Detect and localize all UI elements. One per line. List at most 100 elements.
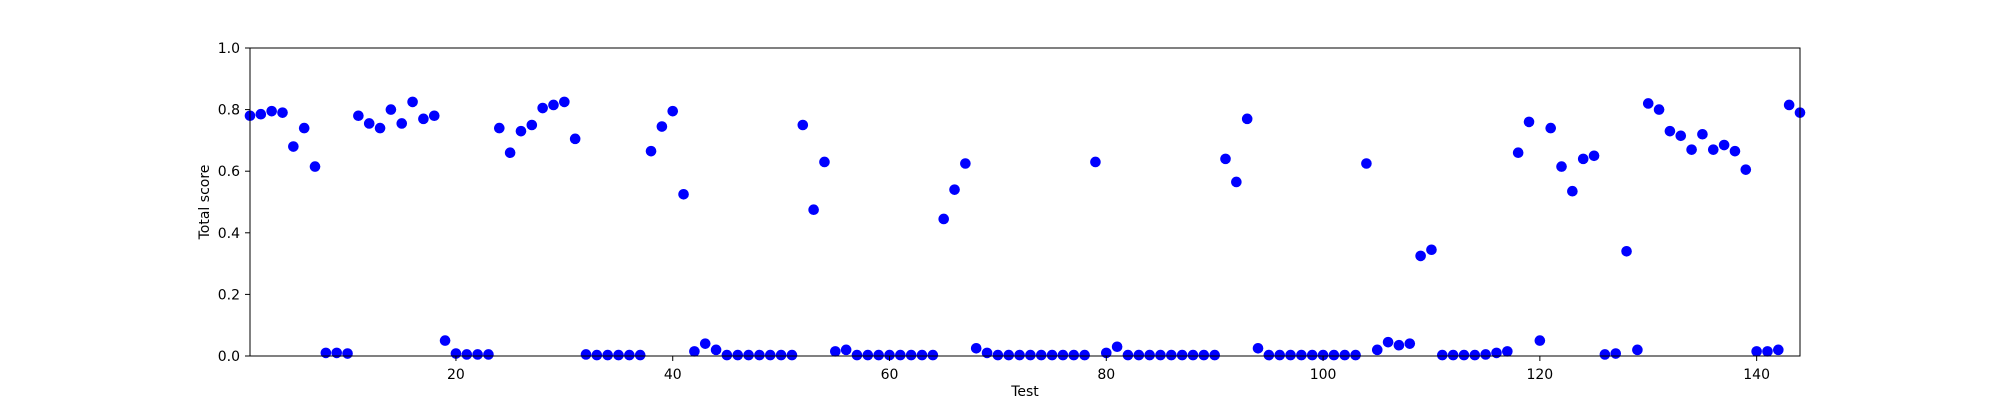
data-point: [1502, 346, 1513, 357]
data-point: [992, 349, 1004, 361]
data-point: [1382, 336, 1394, 348]
x-tick-label: 120: [1526, 367, 1553, 383]
data-point: [1415, 250, 1426, 262]
data-point: [1263, 349, 1275, 361]
data-point: [353, 110, 364, 122]
data-point: [1046, 349, 1058, 361]
data-point: [266, 105, 277, 117]
data-point: [689, 346, 700, 357]
data-point: [1111, 341, 1123, 353]
data-point: [916, 349, 928, 361]
data-point: [1534, 335, 1546, 346]
data-point: [407, 96, 418, 108]
data-point: [483, 349, 494, 360]
data-point: [1003, 349, 1015, 361]
data-point: [1480, 349, 1491, 360]
data-points: [244, 96, 1806, 361]
data-point: [884, 349, 895, 361]
data-point: [1783, 99, 1795, 111]
x-tick-label: 60: [881, 367, 899, 383]
data-point: [494, 122, 505, 134]
data-point: [1306, 349, 1318, 361]
x-tick-label: 40: [664, 367, 682, 383]
data-point: [938, 213, 950, 225]
data-point: [862, 349, 874, 361]
data-point: [1588, 150, 1600, 162]
y-axis-label: Total score: [197, 165, 213, 241]
y-axis-ticks: 0.0 0.2 0.4 0.6 0.8 1.0: [218, 41, 250, 365]
data-point: [1773, 344, 1784, 356]
data-point: [1610, 348, 1622, 359]
data-point: [1523, 116, 1535, 128]
data-point: [602, 349, 613, 361]
data-point: [1328, 349, 1340, 361]
data-point: [255, 108, 267, 120]
y-tick-label: 0.0: [218, 349, 240, 365]
data-point: [1274, 349, 1286, 361]
data-point: [1090, 156, 1101, 168]
data-point: [1447, 349, 1459, 361]
data-point: [1545, 122, 1556, 134]
y-tick-label: 0.2: [218, 287, 240, 303]
data-point: [1437, 349, 1448, 361]
data-point: [764, 349, 776, 361]
data-point: [580, 349, 592, 360]
data-point: [526, 119, 538, 131]
data-point: [428, 110, 440, 122]
data-point: [591, 349, 603, 361]
data-point: [613, 349, 624, 361]
data-point: [559, 96, 570, 108]
data-point: [1220, 153, 1231, 165]
x-tick-label: 100: [1310, 367, 1337, 383]
data-point: [754, 349, 765, 361]
data-point: [472, 349, 483, 360]
data-point: [396, 118, 408, 129]
data-point: [1133, 349, 1145, 361]
data-point: [439, 335, 451, 346]
data-point: [1762, 346, 1773, 357]
data-point: [1458, 349, 1470, 361]
data-point: [1068, 349, 1080, 361]
data-point: [374, 122, 386, 134]
data-point: [548, 99, 559, 111]
data-point: [1653, 104, 1665, 115]
x-axis-label: Test: [1010, 384, 1039, 400]
data-point: [634, 349, 646, 361]
data-point: [1718, 139, 1730, 151]
data-point: [1155, 349, 1166, 361]
data-point: [1686, 144, 1697, 155]
data-point: [873, 349, 884, 361]
y-tick-label: 0.6: [218, 164, 240, 180]
data-point: [1339, 349, 1351, 361]
data-point: [819, 156, 830, 168]
data-point: [743, 349, 754, 361]
data-point: [1491, 347, 1502, 359]
data-point: [905, 349, 917, 361]
data-point: [840, 344, 852, 356]
data-point: [927, 349, 939, 361]
data-point: [624, 349, 635, 361]
data-point: [537, 102, 548, 114]
data-point: [797, 119, 809, 131]
data-point: [1621, 245, 1632, 257]
data-point: [678, 189, 689, 200]
data-point: [1751, 346, 1762, 357]
data-point: [504, 147, 516, 159]
data-point: [515, 125, 527, 137]
data-point: [1556, 161, 1567, 172]
data-point: [569, 133, 581, 145]
data-point: [1512, 147, 1524, 159]
data-point: [1252, 343, 1264, 354]
data-point: [1144, 349, 1155, 361]
data-point: [1176, 349, 1188, 361]
data-point: [699, 338, 711, 349]
data-point: [1198, 349, 1210, 361]
data-point: [895, 349, 906, 361]
data-point: [288, 141, 299, 152]
data-point: [1707, 144, 1719, 155]
data-point: [732, 349, 744, 361]
data-point: [1209, 349, 1220, 361]
data-point: [775, 349, 787, 361]
